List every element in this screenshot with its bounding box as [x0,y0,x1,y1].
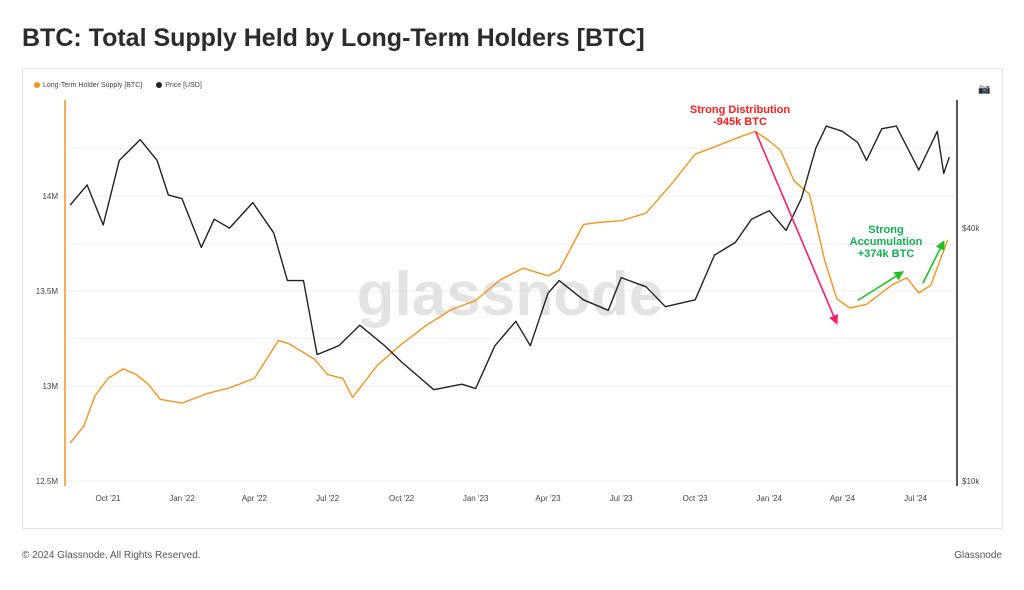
x-tick-label: Oct '22 [389,494,415,503]
legend-item-price[interactable]: Price [USD] [156,82,202,89]
price-line [69,125,950,391]
lth-supply-line [69,130,949,444]
brand: Glassnode [954,550,1002,561]
accumulation-arrow [857,271,905,302]
legend-label: Long-Term Holder Supply [BTC] [43,82,143,89]
accumulation-arrow [922,240,945,284]
x-tick-label: Apr '24 [830,494,856,503]
x-tick-label: Oct '23 [683,494,709,503]
legend: Long-Term Holder Supply [BTC] Price [USD… [34,82,202,89]
x-tick-label: Jul '22 [316,494,339,503]
legend-dot [34,82,40,88]
x-tick-label: Apr '23 [535,494,561,503]
x-tick-label: Jan '23 [463,494,489,503]
y-left-tick-label: 12.5M [36,477,59,486]
y-left-tick-label: 13M [42,382,58,391]
watermark: glassnode [357,260,664,329]
page-title: BTC: Total Supply Held by Long-Term Hold… [22,24,645,52]
x-tick-label: Apr '22 [242,494,268,503]
distribution-arrow [754,131,839,325]
legend-item-lth-supply[interactable]: Long-Term Holder Supply [BTC] [34,82,142,89]
accumulation-annotation: Accumulation [850,236,923,248]
accumulation-annotation: Strong [868,224,903,236]
x-tick-label: Jul '23 [610,494,633,503]
x-tick-label: Jan '22 [169,494,195,503]
x-tick-label: Jul '24 [904,494,927,503]
x-tick-label: Jan '24 [756,494,782,503]
distribution-annotation: Strong Distribution [690,104,790,116]
y-right-tick-label: $40k [962,224,980,233]
x-tick-label: Oct '21 [95,494,121,503]
camera-icon[interactable]: 📷 [978,84,991,95]
chart-container [22,68,1003,529]
legend-dot [156,82,163,88]
y-left-tick-label: 13.5M [36,287,59,296]
y-left-tick-label: 14M [42,192,58,201]
y-right-tick-label: $10k [962,477,980,486]
accumulation-annotation: +374k BTC [858,248,915,260]
distribution-annotation: -945k BTC [713,116,767,128]
legend-label: Price [USD] [165,82,202,89]
copyright: © 2024 Glassnode. All Rights Reserved. [22,550,201,561]
